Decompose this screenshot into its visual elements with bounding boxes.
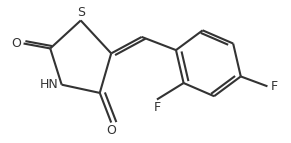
Text: S: S [77, 6, 85, 19]
Text: HN: HN [40, 78, 59, 91]
Text: F: F [270, 80, 277, 93]
Text: F: F [153, 101, 161, 114]
Text: O: O [11, 37, 21, 50]
Text: O: O [106, 124, 116, 137]
